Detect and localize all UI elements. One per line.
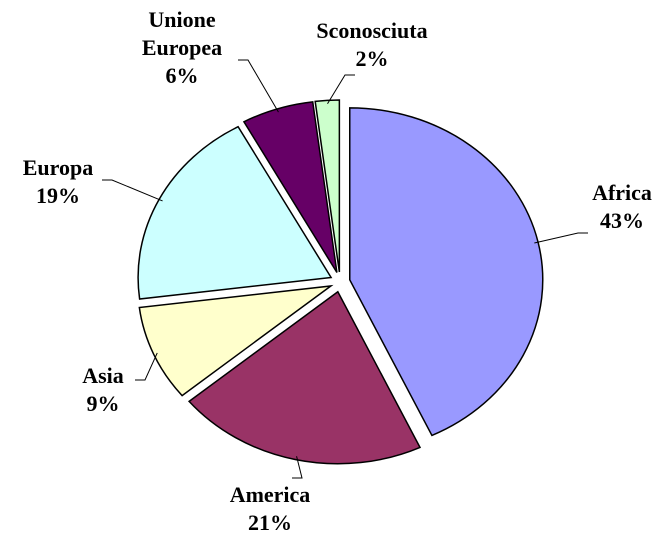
pie-slice (314, 99, 341, 273)
slice-label: Asia (82, 363, 124, 388)
slice-value-label: 9% (87, 391, 120, 416)
slice-value-label: 2% (356, 46, 389, 71)
slice-label: Sconosciuta (316, 18, 427, 43)
slice-value-label: 21% (248, 510, 292, 535)
leader-line (135, 352, 158, 381)
pie-slice (138, 284, 334, 397)
leader-line (238, 59, 279, 113)
leader-line (534, 232, 588, 244)
slice-label: Europa (23, 155, 94, 180)
slice-value-label: 6% (166, 63, 199, 88)
slice-label: Unione Europea (142, 7, 222, 60)
leader-line (327, 74, 355, 105)
leader-line (102, 179, 163, 202)
slice-value-label: 19% (36, 183, 80, 208)
slice-label: America (230, 482, 311, 507)
slice-value-label: 43% (600, 208, 644, 233)
pie-slice (187, 290, 422, 465)
pie-slice (242, 101, 338, 273)
slice-label: Africa (592, 180, 652, 205)
leader-line (292, 456, 303, 479)
